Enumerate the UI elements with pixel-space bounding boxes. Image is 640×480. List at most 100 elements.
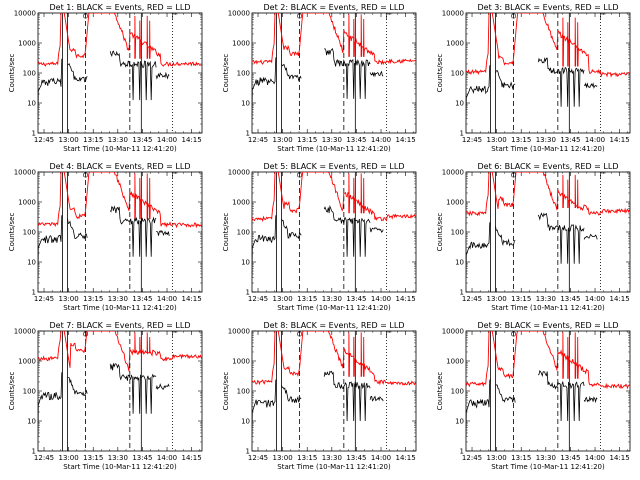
top-bracket-marker	[172, 331, 178, 337]
x-tick-label: 12:45	[248, 454, 268, 462]
series-lld-line	[252, 172, 416, 223]
x-tick-label: 13:00	[487, 454, 507, 462]
x-tick-label: 12:45	[34, 454, 54, 462]
panel-det-7: Det 7: BLACK = Events, RED = LLD 1 10 100 10…	[8, 321, 203, 471]
panel-title: Det 9: BLACK = Events, RED = LLD	[478, 321, 619, 330]
y-tick-label: 1	[460, 448, 464, 456]
y-tick-label: 10000	[14, 10, 36, 18]
panel-traces	[38, 331, 202, 451]
top-bracket-marker	[386, 172, 392, 178]
top-circle-marker	[511, 172, 517, 178]
series-events-line	[281, 63, 302, 82]
series-events-line	[252, 57, 277, 119]
panels: Det 1: BLACK = Events, RED = LLD 1 10 100 10…	[8, 3, 631, 471]
series-events-line	[583, 233, 598, 240]
series-events-line	[67, 376, 88, 397]
x-tick-label: 13:30	[108, 295, 128, 303]
series-lld-line	[252, 331, 416, 386]
x-tick-label: 13:30	[536, 454, 556, 462]
y-tick-label: 10	[241, 418, 250, 426]
x-tick-label: 13:00	[273, 136, 293, 144]
y-tick-label: 1	[246, 289, 250, 297]
y-tick-label: 1000	[18, 358, 36, 366]
top-circle-marker	[511, 13, 517, 19]
series-events-line	[537, 212, 585, 264]
y-tick-label: 1	[32, 448, 36, 456]
y-tick-label: 10000	[228, 10, 250, 18]
x-tick-label: 13:15	[83, 136, 103, 144]
x-tick-label: 14:15	[610, 295, 630, 303]
series-events-line	[281, 218, 302, 240]
x-axis-label: Start Time (10-Mar-11 12:41:20)	[63, 145, 177, 153]
x-tick-label: 13:45	[346, 295, 366, 303]
x-tick-label: 13:00	[273, 295, 293, 303]
y-tick-label: 10	[27, 100, 36, 108]
series-events-line	[281, 384, 302, 403]
x-tick-label: 13:45	[132, 454, 152, 462]
series-lld-line	[466, 13, 630, 78]
y-tick-label: 1000	[446, 358, 464, 366]
y-tick-label: 1000	[18, 199, 36, 207]
top-bracket-marker	[386, 13, 392, 19]
series-lld-line	[466, 172, 630, 217]
x-tick-label: 12:45	[462, 295, 482, 303]
y-tick-label: 10	[27, 418, 36, 426]
y-tick-label: 100	[451, 229, 464, 237]
y-tick-label: 1	[460, 130, 464, 138]
x-axis-label: Start Time (10-Mar-11 12:41:20)	[491, 145, 605, 153]
top-bracket-marker	[600, 331, 606, 337]
x-tick-label: 13:45	[132, 136, 152, 144]
y-tick-label: 1000	[446, 199, 464, 207]
top-bracket-marker	[172, 13, 178, 19]
y-tick-label: 100	[451, 388, 464, 396]
panel-det-1: Det 1: BLACK = Events, RED = LLD 1 10 100 10…	[8, 3, 203, 153]
x-axis-label: Start Time (10-Mar-11 12:41:20)	[491, 304, 605, 312]
x-tick-label: 13:30	[536, 136, 556, 144]
top-bracket-marker	[172, 172, 178, 178]
top-circle-marker	[297, 13, 303, 19]
series-events-line	[466, 379, 491, 437]
x-tick-label: 12:45	[34, 295, 54, 303]
y-axis-label: Counts/sec	[8, 213, 16, 252]
top-circle-marker	[83, 331, 89, 337]
x-tick-label: 14:15	[182, 295, 202, 303]
series-events-line	[109, 205, 157, 257]
y-tick-label: 10	[455, 418, 464, 426]
panel-det-2: Det 2: BLACK = Events, RED = LLD 1 10 100 10…	[222, 3, 417, 153]
y-tick-label: 1000	[232, 199, 250, 207]
series-events-line	[495, 226, 516, 247]
x-tick-label: 13:15	[511, 454, 531, 462]
x-axis-label: Start Time (10-Mar-11 12:41:20)	[491, 463, 605, 471]
y-axis-label: Counts/sec	[436, 372, 444, 411]
x-axis-label: Start Time (10-Mar-11 12:41:20)	[63, 304, 177, 312]
x-tick-label: 12:45	[462, 454, 482, 462]
x-tick-label: 13:45	[560, 454, 580, 462]
panel-title: Det 6: BLACK = Events, RED = LLD	[478, 162, 619, 171]
y-tick-label: 10	[241, 100, 250, 108]
y-axis-label: Counts/sec	[222, 54, 230, 93]
x-tick-label: 13:00	[59, 295, 79, 303]
panel-det-5: Det 5: BLACK = Events, RED = LLD 1 10 100 10…	[222, 162, 417, 312]
x-tick-label: 14:00	[371, 136, 391, 144]
x-tick-label: 13:30	[322, 295, 342, 303]
series-events-line	[155, 71, 170, 80]
x-tick-label: 13:15	[297, 295, 317, 303]
y-tick-label: 1000	[446, 40, 464, 48]
x-tick-label: 14:00	[157, 454, 177, 462]
series-events-line	[466, 65, 491, 119]
series-events-line	[369, 70, 384, 78]
panel-title: Det 7: BLACK = Events, RED = LLD	[50, 321, 191, 330]
x-tick-label: 14:15	[396, 295, 416, 303]
x-tick-label: 14:00	[157, 295, 177, 303]
series-events-line	[252, 215, 277, 278]
x-axis-label: Start Time (10-Mar-11 12:41:20)	[277, 304, 391, 312]
top-circle-marker	[297, 172, 303, 178]
series-events-line	[323, 204, 371, 257]
x-tick-label: 14:15	[182, 136, 202, 144]
y-tick-label: 100	[23, 70, 36, 78]
series-events-line	[537, 369, 585, 422]
y-tick-label: 100	[23, 229, 36, 237]
panel-traces	[252, 172, 416, 292]
x-tick-label: 13:00	[487, 136, 507, 144]
